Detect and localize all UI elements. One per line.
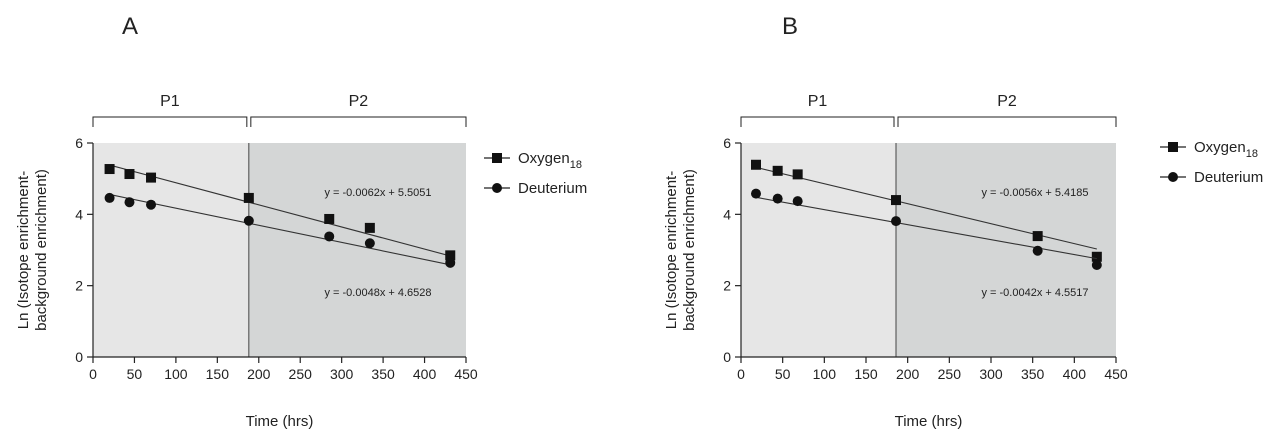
x-tick-label: 50 (775, 366, 791, 382)
legend-label-deuterium: Deuterium (518, 180, 587, 197)
y-axis-title-line: Ln (Isotope enrichment- (663, 171, 680, 329)
x-tick-label: 350 (1021, 366, 1045, 382)
legend-square-marker (1168, 142, 1178, 152)
panel-label: A (122, 13, 138, 40)
x-tick-label: 200 (247, 366, 271, 382)
equation-label-oxygen: y = -0.0056x + 5.4185 (981, 187, 1088, 199)
data-point-deuterium (124, 197, 135, 208)
period-label-p2: P2 (349, 93, 369, 110)
period-bracket-p1 (92, 116, 248, 127)
period-label-p2: P2 (997, 93, 1017, 110)
chart-panel-b: B P1 P2 0 2 4 6 0 50 100 150 200 250 300 350 400 450 Time… (648, 0, 1287, 432)
period-bracket-p1 (740, 116, 895, 127)
data-point-deuterium (445, 257, 456, 268)
p2-shading (248, 143, 466, 357)
data-point-oxygen (1091, 251, 1102, 262)
data-point-deuterium (1091, 259, 1102, 270)
x-tick-label: 100 (164, 366, 188, 382)
legend-circle-marker (1168, 172, 1178, 182)
data-point-oxygen (324, 213, 335, 224)
data-point-deuterium (104, 192, 115, 203)
x-tick-label: 300 (979, 366, 1003, 382)
chart-panel-a: A P1 P2 0 2 4 6 0 50 100 150 200 250 300 350 400 450 Time… (0, 0, 640, 432)
x-tick-label: 250 (938, 366, 962, 382)
y-tick-label: 4 (723, 206, 731, 222)
fit-line-oxygen (109, 164, 451, 257)
p1-shading (741, 143, 896, 357)
legend-oxygen-name: Oxygen (1194, 139, 1246, 156)
data-point-oxygen (792, 169, 803, 180)
y-axis-title: Ln (Isotope enrichment-background enrich… (663, 169, 698, 331)
data-point-deuterium (364, 238, 375, 249)
fit-line-deuterium (109, 193, 451, 266)
x-tick-label: 200 (896, 366, 920, 382)
data-point-oxygen (1032, 231, 1043, 242)
x-axis-title: Time (hrs) (895, 413, 963, 430)
equation-label-oxygen: y = -0.0062x + 5.5051 (324, 187, 431, 199)
data-point-deuterium (891, 216, 901, 227)
y-axis-title: Ln (Isotope enrichment-background enrich… (15, 169, 50, 331)
x-tick-label: 0 (89, 366, 97, 382)
legend-label-oxygen: Oxygen18 (518, 150, 582, 171)
p2-shading (896, 143, 1116, 357)
data-point-oxygen (124, 169, 135, 180)
x-tick-label: 100 (813, 366, 837, 382)
period-label-p1: P1 (808, 93, 828, 110)
y-tick-label: 6 (75, 135, 83, 151)
legend-label-deuterium: Deuterium (1194, 169, 1263, 186)
y-axis-title-line: background enrichment) (33, 169, 50, 331)
data-point-deuterium (792, 196, 803, 207)
chart-svg-a: A P1 P2 0 2 4 6 0 50 100 150 200 250 300 350 400 450 Time… (15, 13, 587, 430)
data-point-oxygen (751, 159, 761, 170)
period-label-p1: P1 (160, 93, 180, 110)
data-point-deuterium (751, 188, 761, 199)
y-tick-label: 0 (75, 349, 83, 365)
chart-svg-b: B P1 P2 0 2 4 6 0 50 100 150 200 250 300 350 400 450 Time… (663, 13, 1263, 430)
data-point-oxygen (146, 172, 157, 183)
x-axis-title: Time (hrs) (246, 413, 314, 430)
x-tick-label: 400 (413, 366, 437, 382)
y-tick-label: 4 (75, 206, 83, 222)
data-point-deuterium (324, 231, 335, 242)
legend-oxygen-subscript: 18 (1246, 148, 1258, 160)
y-tick-label: 2 (75, 278, 83, 294)
data-point-oxygen (772, 165, 783, 176)
legend-circle-marker (492, 183, 502, 193)
x-tick-label: 450 (1104, 366, 1128, 382)
period-bracket-p2 (897, 116, 1117, 127)
x-tick-label: 400 (1063, 366, 1087, 382)
x-tick-label: 0 (737, 366, 745, 382)
data-point-oxygen (104, 164, 115, 175)
x-tick-label: 250 (289, 366, 313, 382)
y-tick-label: 6 (723, 135, 731, 151)
y-axis-title-line: background enrichment) (681, 169, 698, 331)
x-tick-label: 450 (454, 366, 478, 382)
panel-label: B (782, 13, 798, 40)
data-point-deuterium (243, 215, 254, 226)
data-point-oxygen (445, 250, 456, 261)
legend-oxygen-subscript: 18 (570, 159, 582, 171)
data-point-oxygen (891, 195, 901, 206)
legend-label-oxygen: Oxygen18 (1194, 139, 1258, 160)
y-axis-title-line: Ln (Isotope enrichment- (15, 171, 32, 329)
x-tick-label: 300 (330, 366, 354, 382)
y-tick-label: 0 (723, 349, 731, 365)
x-tick-label: 350 (371, 366, 395, 382)
legend-oxygen-name: Oxygen (518, 150, 570, 167)
period-bracket-p2 (250, 116, 467, 127)
legend-square-marker (492, 153, 502, 163)
data-point-deuterium (1032, 245, 1043, 256)
x-tick-label: 150 (206, 366, 230, 382)
p1-shading (93, 143, 249, 357)
equation-label-deuterium: y = -0.0042x + 4.5517 (981, 287, 1088, 299)
data-point-oxygen (364, 222, 375, 233)
x-tick-label: 50 (127, 366, 143, 382)
x-tick-label: 150 (854, 366, 878, 382)
data-point-deuterium (146, 199, 157, 210)
equation-label-deuterium: y = -0.0048x + 4.6528 (324, 287, 431, 299)
data-point-deuterium (772, 193, 783, 204)
y-tick-label: 2 (723, 278, 731, 294)
data-point-oxygen (243, 192, 254, 203)
